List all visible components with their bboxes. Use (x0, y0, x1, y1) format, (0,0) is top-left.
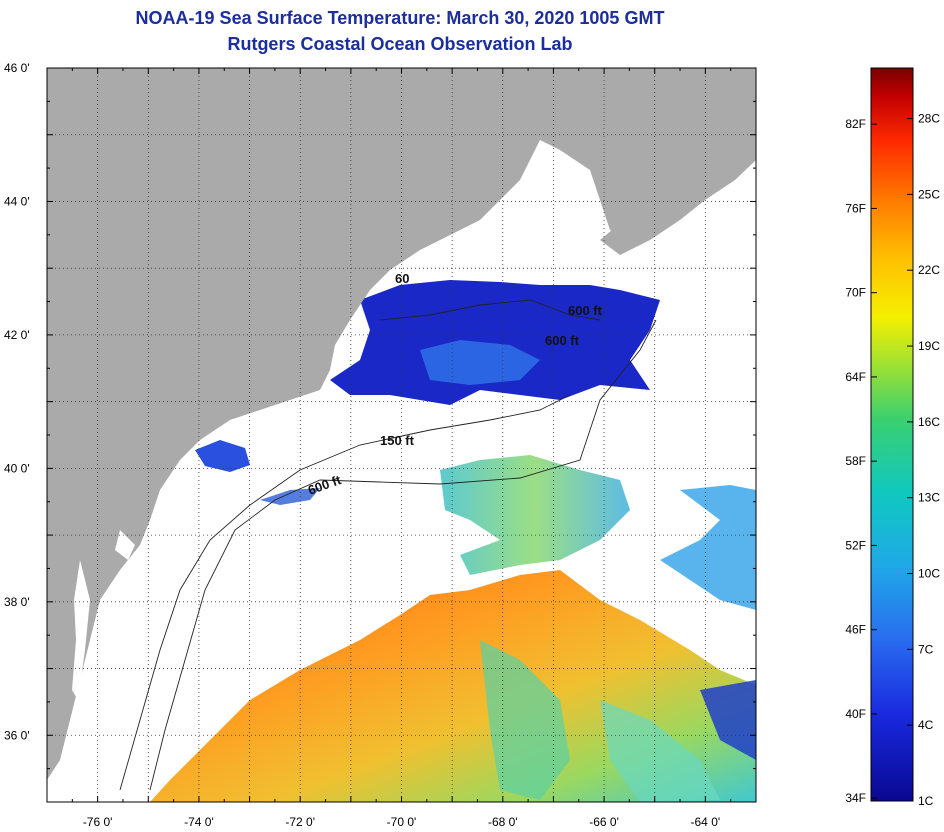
fahrenheit-label: 58F (845, 454, 866, 468)
lat-label: 44 0' (4, 194, 30, 208)
celsius-label: 13C (918, 491, 940, 505)
lat-label: 38 0' (4, 595, 30, 609)
cool-eddy-patch-2 (600, 700, 720, 802)
celsius-label: 1C (918, 794, 934, 808)
fahrenheit-label: 34F (845, 791, 866, 805)
gulf-stream-warm-water (150, 570, 756, 802)
map-subtitle: Rutgers Coastal Ocean Observation Lab (227, 34, 573, 54)
colorbar-ticks: 28C 25C 22C 19C 16C 13C 10C 7C 4C 1C 82F 76F 70F 64F 5… (845, 112, 940, 808)
fahrenheit-label: 64F (845, 370, 866, 384)
fahrenheit-label: 70F (845, 286, 866, 300)
fahrenheit-label: 46F (845, 623, 866, 637)
depth-contours (119, 299, 657, 791)
celsius-label: 7C (918, 642, 934, 656)
fahrenheit-label: 82F (845, 117, 866, 131)
depth-label-600ft-georges: 600 ft (545, 333, 580, 348)
depth-label-60: 60 (395, 271, 409, 286)
slope-water-band (440, 455, 630, 575)
delaware-bay (115, 530, 135, 560)
lon-label: -72 0' (285, 815, 315, 829)
landmass-new-england (47, 68, 756, 780)
depth-label-150ft: 150 ft (380, 433, 415, 448)
fahrenheit-label: 52F (845, 538, 866, 552)
celsius-label: 10C (918, 567, 940, 581)
lon-label: -66 0' (589, 815, 619, 829)
lat-label: 42 0' (4, 328, 30, 342)
lon-label: -76 0' (83, 815, 113, 829)
lon-label: -74 0' (184, 815, 214, 829)
celsius-label: 16C (918, 415, 940, 429)
fahrenheit-label: 40F (845, 707, 866, 721)
slope-water-band-east (660, 485, 756, 610)
shelf-cold-strip (260, 488, 320, 505)
lat-label: 46 0' (4, 61, 30, 75)
colorbar-gradient (870, 67, 914, 802)
fahrenheit-label: 76F (845, 201, 866, 215)
celsius-label: 22C (918, 263, 940, 277)
celsius-label: 4C (918, 718, 934, 732)
gulf-of-maine-cold-water (330, 280, 660, 405)
lat-label: 40 0' (4, 461, 30, 475)
long-island-sound (230, 395, 320, 428)
chesapeake-bay (72, 560, 90, 700)
east-edge-cold-water (700, 680, 756, 760)
georges-bank-water (420, 340, 540, 385)
lat-label: 36 0' (4, 728, 30, 742)
celsius-label: 19C (918, 339, 940, 353)
celsius-label: 25C (918, 187, 940, 201)
celsius-label: 28C (918, 112, 940, 126)
lon-label: -68 0' (488, 815, 518, 829)
lon-label: -64 0' (691, 815, 721, 829)
axis-ticks: 46 0' 44 0' 42 0' 40 0' 38 0' 36 0' -76 0' -74 … (4, 61, 757, 829)
map-title: NOAA-19 Sea Surface Temperature: March 3… (135, 8, 665, 28)
lon-label: -70 0' (387, 815, 417, 829)
new-york-bight-cold-water (195, 440, 250, 472)
depth-label-600ft-northeast: 600 ft (568, 303, 603, 318)
landmass-nova-scotia (600, 145, 756, 255)
